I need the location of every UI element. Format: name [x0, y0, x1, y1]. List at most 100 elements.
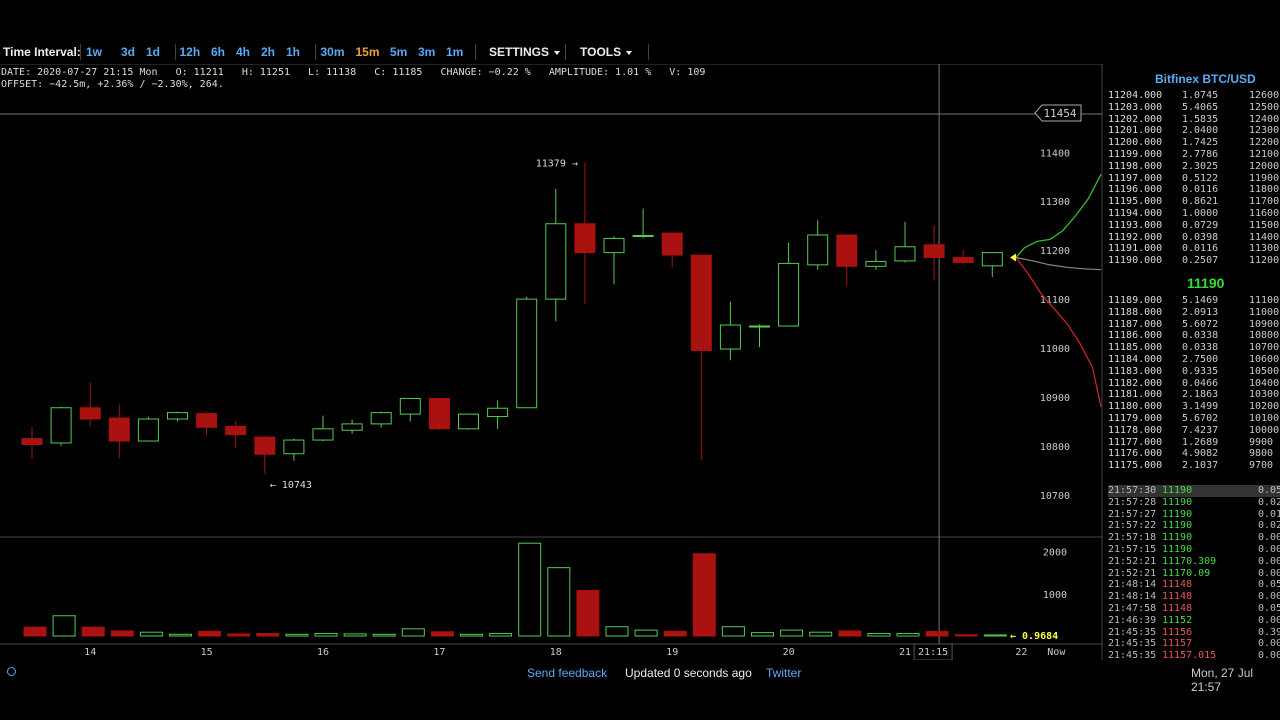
volume-bar-up — [460, 633, 483, 637]
offset-line: OFFSET: −42.5m, +2.36% / −2.30%, 264. — [1, 78, 224, 90]
interval-15m[interactable]: 15m — [355, 45, 380, 59]
trade-row[interactable]: 21:45:35 11157 0.00 — [1108, 638, 1280, 650]
send-feedback-link[interactable]: Send feedback — [527, 666, 608, 680]
trade-price: 11170.09 — [1162, 567, 1211, 579]
candle-up — [137, 418, 159, 442]
trade-row[interactable]: 21:48:14 11148 0.05 — [1108, 579, 1280, 591]
candle-up — [603, 237, 625, 254]
settings-menu[interactable]: SETTINGS — [489, 45, 561, 59]
candle-up — [749, 325, 770, 328]
interval-3m[interactable]: 3m — [418, 45, 436, 59]
time-axis-label: 15 — [201, 647, 213, 658]
interval-12h[interactable]: 12h — [179, 45, 201, 59]
last-price: 11190 — [1187, 275, 1225, 291]
trade-row[interactable]: 21:57:15 11190 0.00 — [1108, 544, 1280, 556]
crosshair-time-label: 21:15 — [918, 647, 948, 658]
trade-row[interactable]: 21:46:39 11152 0.00 — [1108, 615, 1280, 627]
trade-price: 11190 — [1162, 544, 1193, 555]
candle-up — [719, 324, 741, 350]
ask-row: 11200.000 1.7425 12200 — [1108, 137, 1280, 149]
price-tick-label: 11000 — [1040, 344, 1070, 355]
ask-amount: 2.3025 — [1182, 160, 1219, 172]
bid-row: 11181.000 2.1863 10300 — [1108, 389, 1280, 401]
trade-amount: 0.00 — [1258, 555, 1280, 567]
interval-30m[interactable]: 30m — [320, 45, 345, 59]
bid-price: 11182.000 — [1108, 377, 1163, 389]
candle-up — [865, 260, 887, 267]
ask-price: 11192.000 — [1108, 231, 1163, 243]
bid-price: 11185.000 — [1108, 342, 1163, 354]
interval-4h[interactable]: 4h — [236, 45, 251, 59]
bid-amount: 5.6702 — [1182, 413, 1219, 424]
trade-price: 11170.309 — [1162, 555, 1217, 567]
candle-up — [807, 234, 829, 266]
trade-price: 11190 — [1162, 520, 1193, 532]
time-axis-label: 21 — [899, 647, 911, 658]
interval-1h[interactable]: 1h — [286, 45, 301, 59]
trade-row[interactable]: 21:57:30 11190 0.05 — [1108, 485, 1280, 497]
ask-row: 11199.000 2.7786 12100 — [1108, 149, 1280, 161]
interval-1w[interactable]: 1w — [86, 45, 103, 59]
ask-cumulative: 11900 — [1249, 172, 1280, 184]
bid-row: 11180.000 3.1499 10200 — [1108, 401, 1280, 413]
volume-bar-down — [954, 634, 978, 637]
interval-1m[interactable]: 1m — [446, 45, 464, 59]
trade-price: 11190 — [1162, 508, 1193, 520]
volume-bar-up — [314, 632, 338, 637]
ask-price: 11194.000 — [1108, 208, 1163, 219]
trade-price: 11148 — [1162, 603, 1193, 614]
bid-amount: 3.1499 — [1182, 401, 1219, 413]
volume-bar-down — [692, 553, 716, 637]
price-chart[interactable]: 10700 10800 10900 11000 11100 11200 11300 11400… — [0, 64, 1103, 660]
volume-bar-down — [81, 626, 105, 637]
trade-price: 11148 — [1162, 591, 1193, 603]
trade-row[interactable]: 21:57:28 11190 0.02 — [1108, 497, 1280, 509]
ask-price: 11204.000 — [1108, 90, 1163, 101]
interval-3d[interactable]: 3d — [121, 45, 136, 59]
trade-price: 11156 — [1162, 626, 1193, 638]
trade-row[interactable]: 21:45:35 11156 0.39 — [1108, 627, 1280, 639]
trade-row[interactable]: 21:52:21 11170.09 0.00 — [1108, 568, 1280, 580]
trade-row[interactable]: 21:57:22 11190 0.02 — [1108, 520, 1280, 532]
trade-row[interactable]: 21:52:21 11170.309 0.00 — [1108, 556, 1280, 568]
time-axis-label: Now — [1047, 647, 1066, 658]
volume-bar-up — [52, 615, 76, 637]
ask-amount: 1.7425 — [1182, 137, 1219, 149]
trade-price: 11157.015 — [1162, 650, 1217, 660]
session-high-label: 11379 → — [536, 159, 578, 170]
volume-bar-down — [576, 589, 600, 637]
trade-row[interactable]: 21:47:58 11148 0.05 — [1108, 603, 1280, 615]
ask-cumulative: 12300 — [1249, 125, 1280, 137]
ask-amount: 1.0000 — [1182, 208, 1219, 219]
twitter-link[interactable]: Twitter — [766, 666, 802, 680]
candle-down — [690, 254, 712, 351]
interval-2h[interactable]: 2h — [261, 45, 276, 59]
bid-price: 11179.000 — [1108, 413, 1163, 424]
volume-bar-down — [925, 630, 949, 637]
trade-time: 21:48:14 — [1108, 591, 1157, 603]
ask-amount: 0.0116 — [1182, 184, 1219, 196]
trade-row[interactable]: 21:45:35 11157.015 0.00 — [1108, 650, 1280, 660]
candle-up — [370, 412, 392, 425]
interval-6h[interactable]: 6h — [211, 45, 226, 59]
trade-row[interactable]: 21:48:14 11148 0.00 — [1108, 591, 1280, 603]
bid-row: 11189.000 5.1469 11100 — [1108, 295, 1280, 307]
trade-row[interactable]: 21:57:18 11190 0.00 — [1108, 532, 1280, 544]
candle-up — [632, 234, 654, 237]
bid-price: 11184.000 — [1108, 354, 1163, 365]
volume-bar-up — [896, 632, 920, 637]
volume-bar-up — [489, 632, 513, 637]
bid-cumulative: 11100 — [1249, 295, 1280, 306]
bid-amount: 0.9335 — [1182, 365, 1219, 377]
time-axis-label: 16 — [317, 647, 329, 658]
ask-row: 11196.000 0.0116 11800 — [1108, 184, 1280, 196]
trade-row[interactable]: 21:57:27 11190 0.01 — [1108, 509, 1280, 521]
ask-price: 11203.000 — [1108, 101, 1163, 113]
interval-1d[interactable]: 1d — [146, 45, 161, 59]
candle-down — [428, 397, 450, 430]
interval-5m[interactable]: 5m — [390, 45, 408, 59]
toolbar-separator — [175, 44, 176, 60]
ask-cumulative: 11200 — [1249, 255, 1280, 267]
bid-cumulative: 10100 — [1249, 413, 1280, 424]
tools-menu[interactable]: TOOLS — [580, 45, 633, 59]
